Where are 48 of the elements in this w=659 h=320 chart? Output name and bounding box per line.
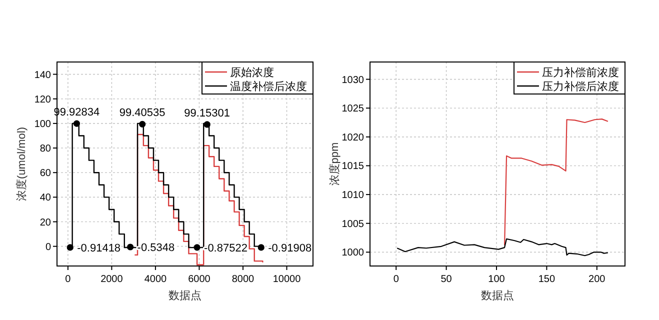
y-tick-label: 1010 [342, 190, 364, 202]
y-tick-label: 1015 [342, 161, 364, 172]
y-tick-label: 1030 [342, 74, 364, 86]
y-tick-label: 1005 [342, 218, 364, 230]
x-tick-label: 150 [538, 274, 556, 285]
y-tick-label: 80 [40, 144, 52, 155]
point [194, 244, 200, 251]
y-axis-title: 浓度ppm [328, 142, 341, 186]
y-tick-label: 0 [45, 242, 52, 253]
x-tick-label: 6000 [188, 274, 211, 285]
legend-label: 压力补偿后浓度 [542, 80, 619, 93]
legend-label: 压力补偿前浓度 [542, 66, 619, 79]
y-tick-label: 40 [40, 192, 52, 204]
x-tick-label: 100 [488, 274, 506, 285]
point [204, 121, 210, 128]
x-tick-label: 200 [588, 274, 606, 285]
point [258, 244, 264, 251]
x-axis-title: 数据点 [481, 289, 514, 302]
y-tick-label: 120 [34, 94, 52, 106]
data-label: -0.91908 [268, 242, 312, 254]
x-tick-label: 10000 [272, 274, 302, 285]
data-label: 99.15301 [184, 107, 230, 120]
x-tick-label: 2000 [100, 274, 124, 285]
x-tick-label: 0 [65, 274, 72, 285]
y-tick-label: 60 [40, 168, 52, 180]
point [127, 244, 134, 250]
y-tick-label: 100 [34, 118, 52, 130]
line-series [396, 238, 608, 256]
point [66, 244, 74, 251]
point [73, 120, 80, 127]
y-axis-title: 浓度(umol/mol) [15, 127, 28, 201]
data-label: -0.91418 [77, 242, 121, 254]
y-tick-label: 1020 [342, 132, 364, 144]
x-tick-label: 8000 [232, 274, 255, 285]
x-axis-title: 数据点 [168, 289, 202, 302]
y-tick-label: 140 [34, 70, 52, 81]
x-tick-label: 50 [440, 274, 452, 285]
y-tick-label: 1000 [342, 248, 364, 259]
x-tick-label: 4000 [144, 274, 168, 285]
y-tick-label: 1025 [342, 104, 364, 115]
x-tick-label: 0 [393, 274, 400, 285]
legend-label: 原始浓度 [230, 66, 274, 79]
line-series [504, 118, 608, 246]
data-label: 99.40535 [119, 107, 166, 120]
legend-label: 温度补偿后浓度 [230, 80, 307, 93]
y-tick-label: 20 [40, 217, 52, 228]
point [139, 120, 146, 128]
data-label: -0.87522 [204, 242, 248, 254]
